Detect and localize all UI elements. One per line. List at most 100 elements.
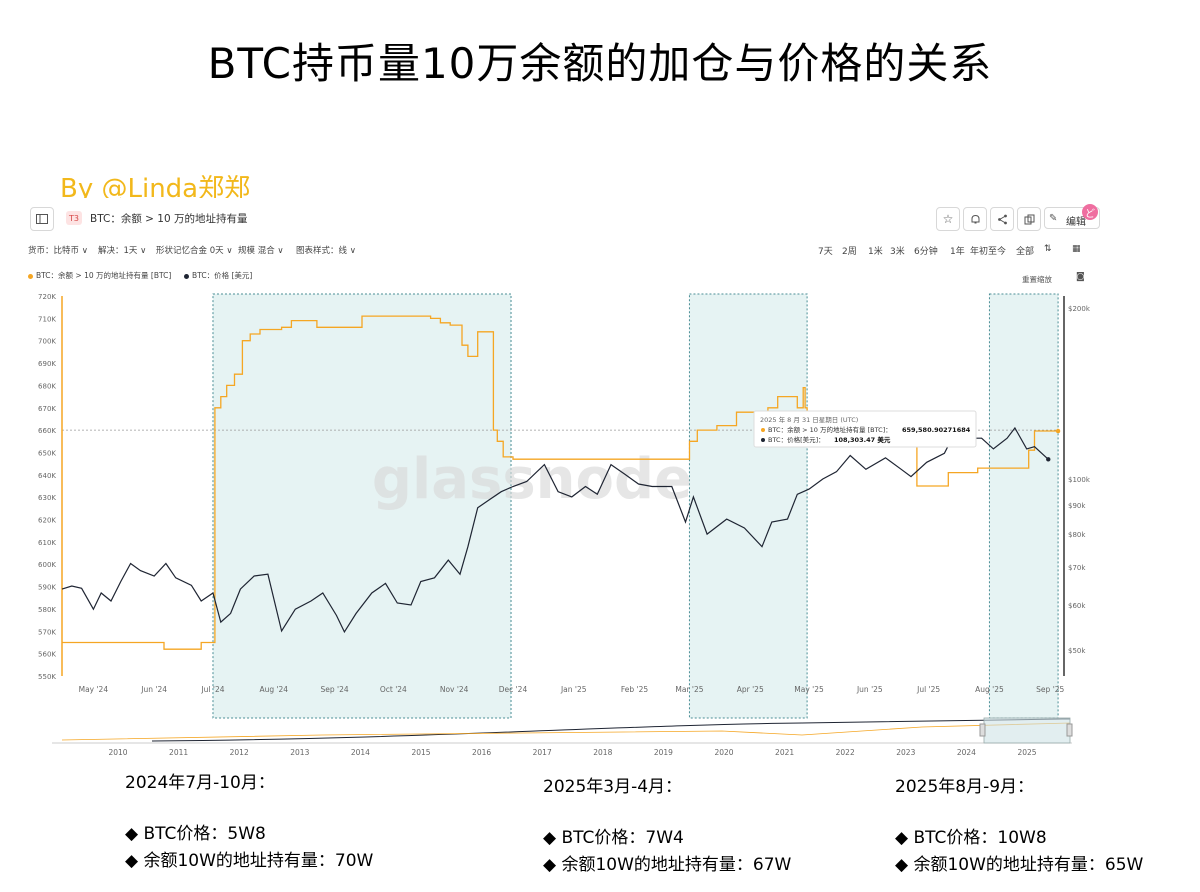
y-left-tick-label: 720K bbox=[38, 293, 56, 301]
overview-year-label: 2014 bbox=[351, 748, 370, 757]
note-1-holding: ◆ 余额10W的地址持有量：70W bbox=[125, 851, 374, 871]
overview-year-label: 2011 bbox=[169, 748, 188, 757]
overview-year-label: 2013 bbox=[290, 748, 309, 757]
overview-year-label: 2012 bbox=[230, 748, 249, 757]
y-left-tick-label: 700K bbox=[38, 338, 56, 346]
note-period-1: 2024年7月-10月： ◆ BTC价格：5W8 ◆ 余额10W的地址持有量：7… bbox=[125, 768, 373, 871]
y-left-tick-label: 550K bbox=[38, 673, 56, 681]
note-2-holding: ◆ 余额10W的地址持有量：67W bbox=[543, 855, 792, 875]
legend-holdings-label: BTC：余额 > 10 万的地址持有量 [BTC] bbox=[36, 271, 172, 280]
currency-filter[interactable]: 货币：比特币 ∨ bbox=[28, 246, 88, 256]
user-avatar[interactable]: ど bbox=[1082, 204, 1098, 220]
resolution-filter[interactable]: 解决：1天 ∨ bbox=[98, 246, 147, 256]
range-3m[interactable]: 3米 bbox=[890, 247, 905, 257]
overview-year-label: 2025 bbox=[1017, 748, 1036, 757]
note-1-price: ◆ BTC价格：5W8 bbox=[125, 824, 266, 844]
legend-holdings-swatch bbox=[28, 273, 33, 279]
y-left-tick-label: 610K bbox=[38, 539, 56, 547]
sma-filter[interactable]: 形状记忆合金 0天 ∨ bbox=[156, 246, 233, 256]
chart-toolbar: T3 BTC：余额 > 10 万的地址持有量 ☆ ✎ 编辑 ど bbox=[22, 198, 1112, 238]
overview-right-handle[interactable] bbox=[1066, 723, 1073, 737]
y-left-tick-label: 630K bbox=[38, 494, 56, 502]
bell-icon bbox=[971, 214, 979, 223]
y-axis-right: $200k $100k $90k $80k $70k $60k $50k bbox=[1063, 296, 1091, 676]
x-tick-label: Oct '24 bbox=[380, 685, 407, 694]
y-right-tick-label: $90k bbox=[1068, 502, 1086, 510]
x-tick-label: Jan '25 bbox=[560, 685, 587, 694]
y-left-tick-label: 680K bbox=[38, 382, 56, 390]
note-3-price: ◆ BTC价格：10W8 bbox=[895, 828, 1047, 848]
x-tick-label: Mar '25 bbox=[675, 685, 703, 694]
watermark: glassnode bbox=[372, 447, 692, 512]
highlight-period-3 bbox=[988, 293, 1059, 719]
tooltip-date: 2025 年 8 月 31 日星期日 (UTC) bbox=[760, 415, 858, 424]
star-icon: ☆ bbox=[942, 212, 954, 226]
y-left-tick-label: 620K bbox=[38, 517, 56, 525]
share-button[interactable] bbox=[990, 207, 1014, 231]
range-ytd[interactable]: 年初至今 bbox=[970, 247, 1007, 257]
x-axis: May '24 Jun '24 Jul '24 Aug '24 Sep '24 Oct '… bbox=[79, 685, 1065, 694]
overview-year-label: 2019 bbox=[654, 748, 673, 757]
range-2w[interactable]: 2周 bbox=[842, 247, 857, 257]
copy-button[interactable] bbox=[1017, 207, 1041, 231]
y-right-tick-label: $100k bbox=[1068, 476, 1091, 484]
range-6m[interactable]: 6分钟 bbox=[914, 247, 938, 257]
y-left-tick-label: 660K bbox=[38, 427, 56, 435]
tier-badge: T3 bbox=[66, 211, 82, 225]
range-7d[interactable]: 7天 bbox=[818, 247, 833, 257]
tooltip-price-dot bbox=[761, 438, 765, 442]
sidebar-toggle-button[interactable] bbox=[30, 207, 54, 231]
note-period-3: 2025年8月-9月： ◆ BTC价格：10W8 ◆ 余额10W的地址持有量：6… bbox=[895, 772, 1143, 875]
note-2-price: ◆ BTC价格：7W4 bbox=[543, 828, 684, 848]
y-axis-left: 720K 710K 700K 690K 680K 670K 660K 650K 640K 630K… bbox=[38, 293, 63, 681]
tooltip-row1-value: 659,580.90271684 bbox=[902, 426, 971, 434]
legend-price-label: BTC：价格 [美元] bbox=[192, 271, 253, 280]
range-1y[interactable]: 1年 bbox=[950, 247, 965, 257]
holdings-last-point bbox=[1055, 428, 1061, 434]
chart-style-filter[interactable]: 图表样式：线 ∨ bbox=[296, 246, 356, 256]
alert-button[interactable] bbox=[963, 207, 987, 231]
x-tick-label: Aug '24 bbox=[259, 685, 288, 694]
y-right-tick-label: $50k bbox=[1068, 647, 1086, 655]
x-tick-label: Jun '25 bbox=[856, 685, 883, 694]
note-2-period: 2025年3月-4月： bbox=[543, 777, 683, 797]
chart-legend: BTC：余额 > 10 万的地址持有量 [BTC] BTC：价格 [美元] bbox=[28, 270, 252, 281]
y-left-tick-label: 690K bbox=[38, 360, 56, 368]
pencil-icon: ✎ bbox=[1049, 212, 1058, 224]
camera-icon[interactable]: ◙ bbox=[1076, 272, 1085, 282]
overview-year-label: 2020 bbox=[714, 748, 733, 757]
x-tick-label: Dec '24 bbox=[499, 685, 528, 694]
note-3-holding: ◆ 余额10W的地址持有量：65W bbox=[895, 855, 1144, 875]
range-all[interactable]: 全部 bbox=[1016, 247, 1035, 257]
tooltip-row2-label: BTC：价格[美元]： bbox=[768, 435, 825, 444]
y-left-tick-label: 560K bbox=[38, 651, 56, 659]
reset-zoom-button[interactable]: 重置缩放 bbox=[1022, 275, 1052, 284]
y-right-tick-label: $200k bbox=[1068, 305, 1091, 313]
x-tick-label: Jul '24 bbox=[200, 685, 224, 694]
overview-left-handle[interactable] bbox=[979, 723, 986, 737]
slide-title: BTC持币量10万余额的加仓与价格的关系 bbox=[207, 39, 993, 88]
favorite-button[interactable]: ☆ bbox=[936, 207, 960, 231]
share-icon bbox=[997, 214, 1007, 224]
overview-year-label: 2015 bbox=[411, 748, 430, 757]
x-tick-label: Sep '24 bbox=[320, 685, 348, 694]
x-tick-label: May '24 bbox=[79, 685, 109, 694]
calendar-icon[interactable]: ▦ bbox=[1072, 244, 1081, 254]
overview-price-line bbox=[151, 718, 1071, 742]
range-1m[interactable]: 1米 bbox=[868, 247, 883, 257]
scale-toggle-icon[interactable]: ⇅ bbox=[1044, 244, 1052, 254]
overview-year-label: 2016 bbox=[472, 748, 491, 757]
chart-panel: T3 BTC：余额 > 10 万的地址持有量 ☆ ✎ 编辑 ど 货币：比特币 ∨… bbox=[22, 198, 1112, 773]
highlight-periods bbox=[212, 293, 1059, 719]
overview-year-label: 2010 bbox=[108, 748, 127, 757]
highlight-period-2 bbox=[688, 293, 808, 719]
overview-selection-window[interactable] bbox=[983, 717, 1071, 744]
legend-price[interactable]: BTC：价格 [美元] bbox=[184, 271, 252, 280]
x-tick-label: Jun '24 bbox=[140, 685, 167, 694]
tooltip: 2025 年 8 月 31 日星期日 (UTC) BTC：余额 > 10 万的地… bbox=[753, 410, 977, 448]
overview-navigator: 2010 2011 2012 2013 2014 2015 2016 2017 2018 2019… bbox=[52, 717, 1073, 757]
y-right-tick-label: $60k bbox=[1068, 602, 1086, 610]
scale-filter[interactable]: 规模 混合 ∨ bbox=[238, 246, 284, 256]
overview-year-label: 2021 bbox=[775, 748, 794, 757]
legend-holdings[interactable]: BTC：余额 > 10 万的地址持有量 [BTC] bbox=[28, 271, 171, 280]
